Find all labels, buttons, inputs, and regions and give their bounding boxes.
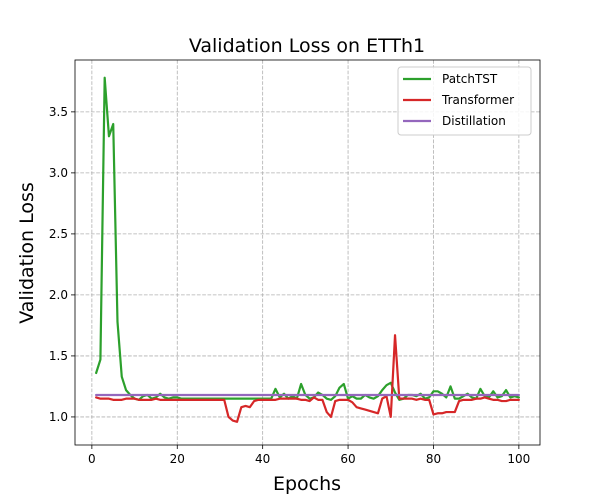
x-tick-label: 80	[426, 452, 441, 466]
x-axis-label: Epochs	[273, 473, 341, 495]
x-tick-label: 20	[170, 452, 185, 466]
x-axis: 0 20 40 60 80 100	[88, 445, 530, 466]
y-tick-label: 3.5	[49, 105, 68, 119]
legend: PatchTST Transformer Distillation	[397, 66, 532, 136]
legend-label: Distillation	[442, 114, 506, 128]
x-tick-label: 100	[507, 452, 530, 466]
x-tick-label: 40	[255, 452, 270, 466]
x-tick-label: 0	[88, 452, 96, 466]
y-axis-label: Validation Loss	[16, 182, 38, 324]
legend-label: Transformer	[441, 93, 514, 107]
x-tick-label: 60	[340, 452, 355, 466]
y-axis: 1.0 1.5 2.0 2.5 3.0 3.5	[49, 105, 75, 424]
y-tick-label: 1.5	[49, 349, 68, 363]
series-layer	[95, 76, 520, 423]
y-tick-label: 3.0	[49, 166, 68, 180]
y-tick-label: 2.0	[49, 288, 68, 302]
series-line-transformer	[95, 334, 520, 423]
chart-title: Validation Loss on ETTh1	[189, 35, 425, 57]
y-tick-label: 2.5	[49, 227, 68, 241]
legend-box	[397, 66, 532, 136]
series-line-patchtst	[95, 76, 520, 401]
legend-label: PatchTST	[442, 72, 498, 86]
plot-frame	[74, 59, 541, 446]
y-tick-label: 1.0	[49, 410, 68, 424]
